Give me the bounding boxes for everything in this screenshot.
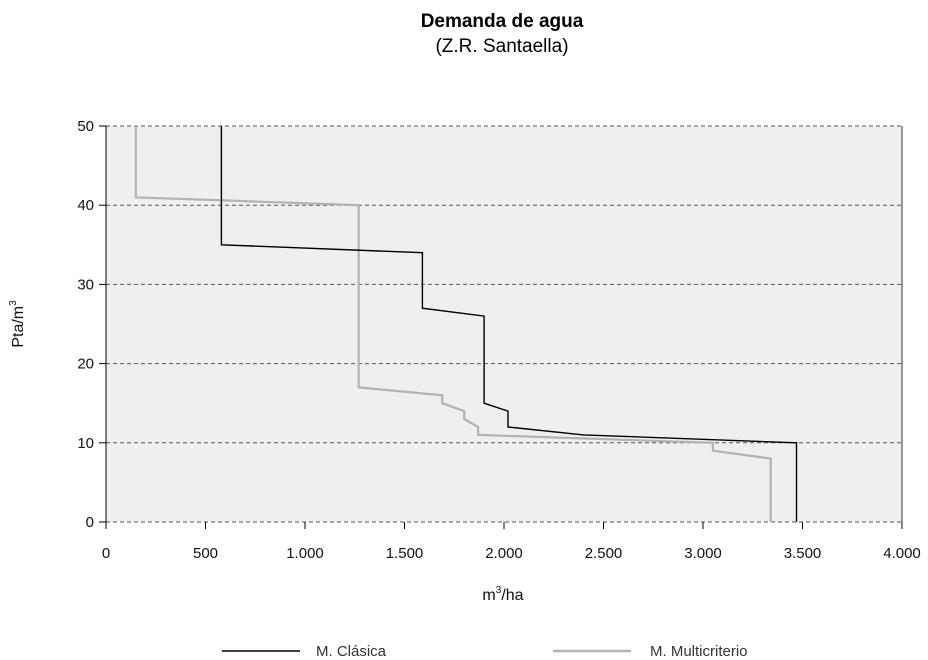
y-tick-label: 30 [77, 276, 94, 293]
x-axis-label: m3/ha [482, 585, 523, 604]
y-tick-label: 20 [77, 356, 94, 373]
x-tick-label: 500 [193, 545, 218, 562]
x-tick-label: 0 [102, 545, 110, 562]
y-tick-label: 0 [86, 514, 94, 531]
y-tick-label: 10 [77, 435, 94, 452]
series-line-multi [134, 126, 772, 522]
x-tick-label: 2.000 [485, 545, 523, 562]
x-tick-label: 3.000 [684, 545, 722, 562]
legend-label-multi: M. Multicriterio [650, 643, 748, 660]
series-lines [134, 126, 798, 522]
y-axis-label: Pta/m3 [8, 300, 27, 348]
y-tick-label: 50 [77, 118, 94, 135]
x-tick-label: 3.500 [784, 545, 822, 562]
chart-title: Demanda de agua [421, 11, 584, 32]
plot-area [106, 126, 902, 522]
x-tick-label: 2.500 [585, 545, 623, 562]
legend-label-classic: M. Clásica [316, 643, 387, 660]
x-tick-label: 4.000 [883, 545, 921, 562]
series-line-classic [220, 126, 798, 522]
x-tick-label: 1.500 [386, 545, 424, 562]
chart-subtitle: (Z.R. Santaella) [435, 36, 568, 57]
legend: M. Clásica M. Multicriterio [222, 643, 748, 660]
y-tick-label: 40 [77, 197, 94, 214]
x-tick-label: 1.000 [286, 545, 324, 562]
axes [99, 125, 903, 529]
